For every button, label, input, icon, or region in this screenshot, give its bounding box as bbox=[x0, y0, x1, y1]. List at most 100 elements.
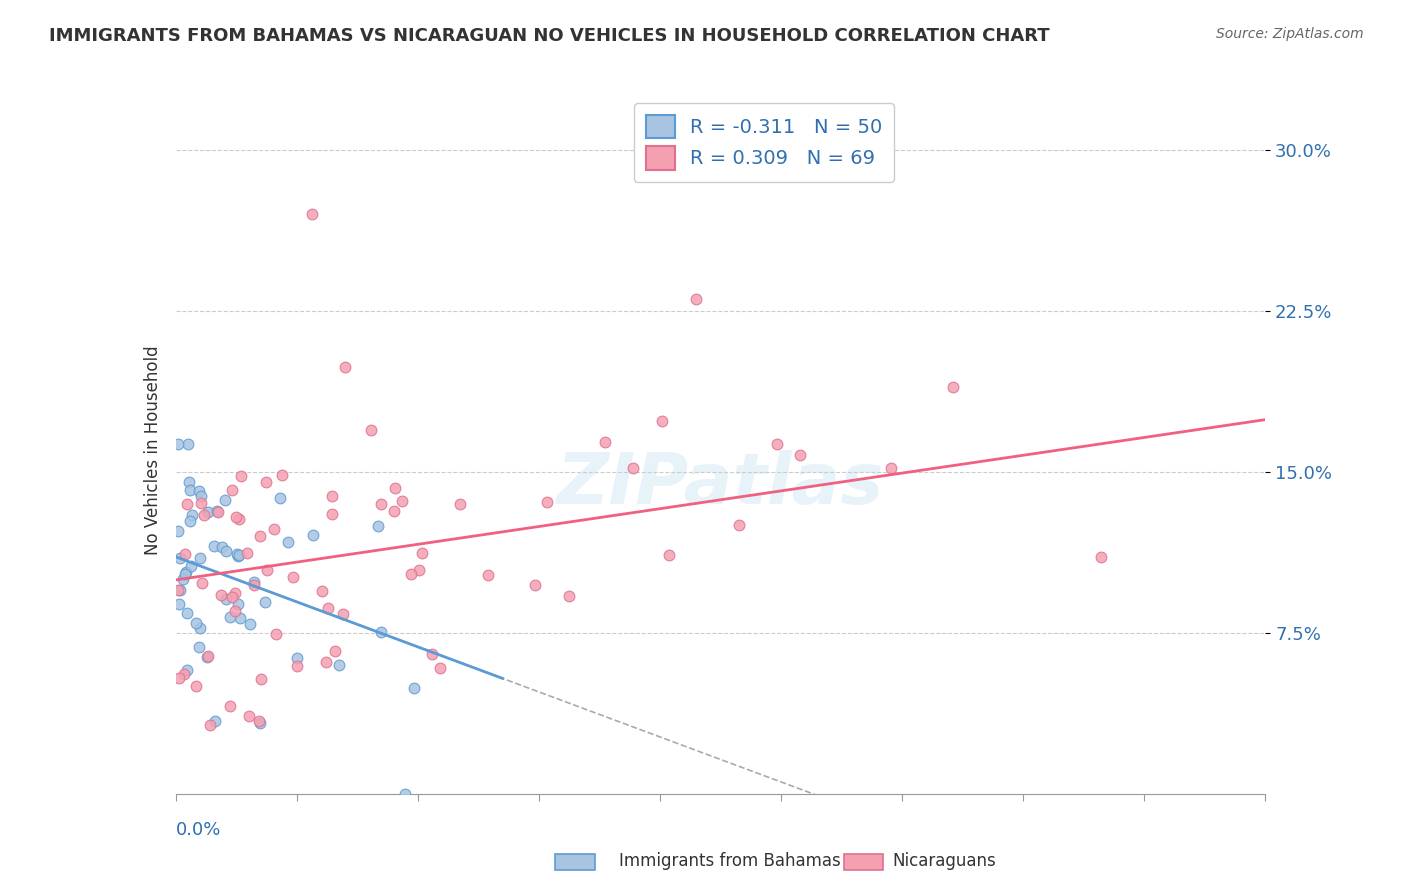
Point bbox=[321, 507, 343, 521]
Point bbox=[558, 589, 581, 603]
Point bbox=[188, 483, 211, 498]
Point bbox=[658, 548, 681, 562]
Point bbox=[328, 658, 350, 673]
Point bbox=[169, 583, 191, 598]
Point bbox=[536, 495, 558, 509]
Point bbox=[195, 650, 218, 665]
Point bbox=[301, 207, 323, 221]
Point bbox=[179, 483, 201, 497]
Point bbox=[256, 563, 278, 577]
Point bbox=[254, 595, 277, 609]
Point bbox=[420, 648, 443, 662]
Point bbox=[287, 651, 309, 665]
Point bbox=[167, 524, 190, 538]
Text: Source: ZipAtlas.com: Source: ZipAtlas.com bbox=[1216, 27, 1364, 41]
Point bbox=[621, 460, 644, 475]
Point bbox=[225, 547, 247, 561]
Point bbox=[249, 529, 271, 543]
Point bbox=[404, 681, 426, 696]
Point bbox=[942, 380, 965, 394]
Point bbox=[190, 489, 212, 503]
Point bbox=[198, 718, 221, 732]
Point bbox=[209, 588, 232, 602]
Text: 0.0%: 0.0% bbox=[176, 822, 221, 839]
Point bbox=[221, 590, 243, 604]
Point bbox=[429, 661, 451, 675]
Point bbox=[169, 671, 191, 685]
Point bbox=[1090, 549, 1112, 564]
Point bbox=[215, 544, 238, 558]
Point bbox=[789, 448, 811, 462]
Point bbox=[214, 493, 236, 508]
Point bbox=[370, 497, 392, 511]
Point bbox=[263, 522, 285, 536]
Point bbox=[167, 582, 190, 597]
Point bbox=[408, 563, 430, 577]
Point bbox=[271, 468, 294, 483]
Point bbox=[219, 698, 242, 713]
Point bbox=[190, 496, 212, 510]
Point bbox=[249, 716, 271, 731]
Point bbox=[595, 435, 617, 450]
Point bbox=[239, 617, 262, 632]
Text: Immigrants from Bahamas: Immigrants from Bahamas bbox=[619, 852, 841, 870]
Point bbox=[399, 567, 422, 582]
Point bbox=[242, 578, 264, 592]
Point bbox=[321, 489, 343, 503]
Point bbox=[880, 461, 903, 475]
Point bbox=[176, 606, 198, 620]
Point bbox=[449, 497, 471, 511]
Point bbox=[188, 640, 211, 655]
Point bbox=[367, 519, 389, 533]
Point bbox=[391, 494, 413, 508]
Point bbox=[254, 475, 277, 490]
Point bbox=[221, 483, 243, 497]
Point bbox=[228, 549, 250, 563]
Point bbox=[169, 551, 191, 566]
Point bbox=[236, 546, 259, 560]
Point bbox=[316, 600, 339, 615]
Point bbox=[176, 663, 198, 677]
Point bbox=[283, 570, 305, 584]
Point bbox=[238, 709, 260, 723]
Point bbox=[250, 672, 273, 686]
Point bbox=[218, 610, 240, 624]
Point bbox=[226, 597, 249, 611]
Point bbox=[181, 508, 204, 522]
Legend: R = -0.311   N = 50, R = 0.309   N = 69: R = -0.311 N = 50, R = 0.309 N = 69 bbox=[634, 103, 894, 182]
Point bbox=[228, 548, 250, 562]
Point bbox=[277, 534, 299, 549]
Point bbox=[243, 574, 266, 589]
Point bbox=[173, 547, 195, 561]
Point bbox=[197, 649, 219, 664]
Point bbox=[179, 514, 201, 528]
Point bbox=[477, 568, 499, 582]
Point bbox=[384, 481, 406, 495]
Point bbox=[186, 616, 208, 631]
Point bbox=[224, 604, 246, 618]
Text: Nicaraguans: Nicaraguans bbox=[893, 852, 997, 870]
Point bbox=[186, 679, 208, 693]
Point bbox=[332, 607, 354, 622]
Point bbox=[229, 611, 252, 625]
Point bbox=[285, 659, 308, 673]
Point bbox=[766, 436, 789, 450]
Point bbox=[207, 505, 229, 519]
Text: IMMIGRANTS FROM BAHAMAS VS NICARAGUAN NO VEHICLES IN HOUSEHOLD CORRELATION CHART: IMMIGRANTS FROM BAHAMAS VS NICARAGUAN NO… bbox=[49, 27, 1050, 45]
Point bbox=[202, 539, 225, 553]
Point bbox=[382, 504, 405, 518]
Point bbox=[301, 528, 323, 542]
Point bbox=[411, 546, 433, 560]
Point bbox=[311, 583, 333, 598]
Point bbox=[269, 491, 291, 506]
Point bbox=[315, 655, 337, 669]
Point bbox=[191, 576, 214, 591]
Point bbox=[323, 643, 346, 657]
Text: ZIPatlas: ZIPatlas bbox=[557, 450, 884, 519]
Point bbox=[360, 423, 382, 437]
Point bbox=[167, 437, 190, 451]
Point bbox=[333, 359, 356, 374]
Point bbox=[394, 787, 416, 801]
Point bbox=[180, 558, 202, 573]
Point bbox=[174, 565, 197, 579]
